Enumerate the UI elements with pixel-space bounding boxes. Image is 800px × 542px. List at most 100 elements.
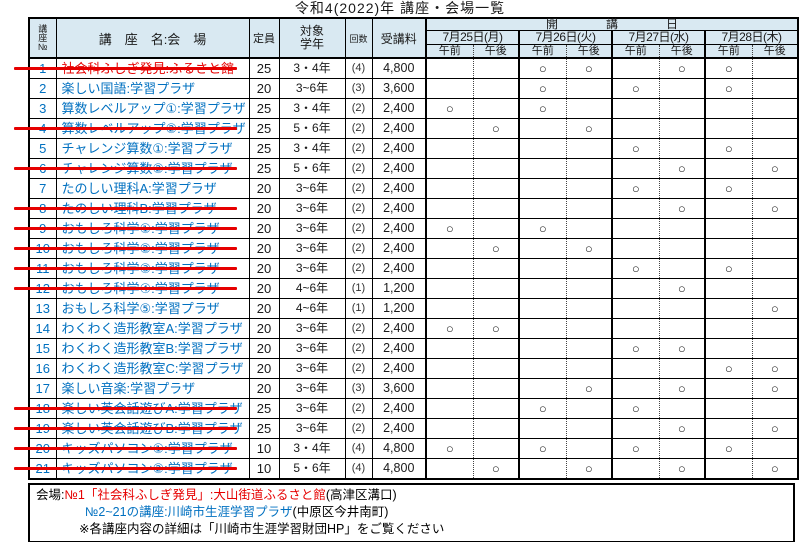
- fee: 2,400: [371, 178, 427, 199]
- strikethrough-line: [13, 226, 237, 230]
- schedule-circle: ○: [751, 198, 799, 219]
- schedule-circle: ○: [658, 338, 706, 359]
- schedule-empty-cell: [565, 138, 613, 159]
- schedule-circle: ○: [611, 338, 660, 359]
- schedule-circle: ○: [658, 57, 706, 79]
- schedule-empty-cell: [751, 178, 799, 199]
- schedule-circle: ○: [565, 458, 613, 480]
- schedule-empty-cell: [518, 278, 567, 299]
- fee: 2,400: [371, 318, 427, 339]
- schedule-empty-cell: [472, 258, 520, 279]
- schedule-empty-cell: [658, 298, 706, 319]
- sessions: (4): [344, 57, 373, 79]
- schedule-circle: ○: [611, 138, 660, 159]
- strikethrough-line: [13, 206, 237, 210]
- table-row: 14 わくわく造形教室A:学習プラザ 20 3~6年 (2) 2,400 ○ ○: [28, 318, 799, 339]
- schedule-circle: ○: [658, 378, 706, 399]
- grade: 3~6年: [278, 258, 346, 279]
- schedule-empty-cell: [704, 398, 753, 419]
- schedule-circle: ○: [611, 438, 660, 459]
- sessions: (2): [344, 158, 373, 179]
- schedule-empty-cell: [611, 278, 660, 299]
- course-name: おもしろ科学①:学習プラザ: [13, 218, 250, 239]
- course-no: 5: [28, 138, 57, 159]
- schedule-empty-cell: [472, 338, 520, 359]
- schedule-empty-cell: [425, 258, 474, 279]
- schedule-empty-cell: [565, 418, 613, 439]
- header-pm-0728: 午後: [751, 44, 799, 59]
- schedule-empty-cell: [565, 98, 613, 119]
- schedule-circle: ○: [472, 318, 520, 339]
- schedule-circle: ○: [425, 218, 474, 239]
- schedule-empty-cell: [751, 318, 799, 339]
- schedule-empty-cell: [425, 158, 474, 179]
- table-row: 13 おもしろ科学⑤:学習プラザ 20 4~6年 (1) 1,200 ○: [28, 298, 799, 319]
- schedule-empty-cell: [704, 378, 753, 399]
- course-name: キッズパソコン②:学習プラザ: [13, 458, 250, 480]
- fee: 4,800: [371, 438, 427, 459]
- schedule-empty-cell: [611, 98, 660, 119]
- course-name: おもしろ科学⑤:学習プラザ: [55, 298, 250, 319]
- table-row: 5 チャレンジ算数①:学習プラザ 25 3・4年 (2) 2,400 ○ ○: [28, 138, 799, 159]
- venue-label: 会場:: [36, 488, 65, 502]
- grade: 3・4年: [278, 57, 346, 79]
- schedule-empty-cell: [611, 57, 660, 79]
- header-pm-0727: 午後: [658, 44, 706, 59]
- schedule-circle: ○: [751, 458, 799, 480]
- schedule-circle: ○: [611, 398, 660, 419]
- course-no: 14: [28, 318, 57, 339]
- schedule-empty-cell: [704, 318, 753, 339]
- schedule-circle: ○: [751, 418, 799, 439]
- schedule-empty-cell: [518, 118, 567, 139]
- sessions: (2): [344, 318, 373, 339]
- schedule-empty-cell: [751, 438, 799, 459]
- schedule-empty-cell: [611, 218, 660, 239]
- schedule-empty-cell: [425, 178, 474, 199]
- schedule-circle: ○: [565, 57, 613, 79]
- schedule-circle: ○: [565, 238, 613, 259]
- sessions: (4): [344, 438, 373, 459]
- fee: 3,600: [371, 78, 427, 99]
- course-no: 15: [28, 338, 57, 359]
- header-grade-line1: 対象: [299, 24, 324, 38]
- course-name: おもしろ科学②:学習プラザ: [13, 238, 250, 259]
- schedule-empty-cell: [472, 218, 520, 239]
- header-pm-0726: 午後: [565, 44, 613, 59]
- schedule-empty-cell: [704, 338, 753, 359]
- schedule-circle: ○: [751, 298, 799, 319]
- grade: 3~6年: [278, 238, 346, 259]
- grade: 3~6年: [278, 198, 346, 219]
- capacity: 20: [248, 378, 280, 399]
- strikethrough-line: [13, 266, 237, 270]
- schedule-empty-cell: [472, 358, 520, 379]
- schedule-empty-cell: [658, 238, 706, 259]
- schedule-empty-cell: [565, 178, 613, 199]
- sessions: (2): [344, 338, 373, 359]
- schedule-empty-cell: [425, 57, 474, 79]
- table-row: 17 楽しい音楽:学習プラザ 20 3~6年 (3) 3,600 ○ ○ ○: [28, 378, 799, 399]
- schedule-empty-cell: [518, 378, 567, 399]
- schedule-empty-cell: [425, 458, 474, 480]
- schedule-empty-cell: [751, 398, 799, 419]
- schedule-circle: ○: [704, 138, 753, 159]
- capacity: 20: [248, 78, 280, 99]
- schedule-empty-cell: [425, 238, 474, 259]
- sessions: (2): [344, 418, 373, 439]
- schedule-circle: ○: [751, 378, 799, 399]
- schedule-empty-cell: [565, 278, 613, 299]
- schedule-empty-cell: [751, 57, 799, 79]
- header-grade-line2: 学年: [299, 37, 324, 51]
- schedule-empty-cell: [704, 278, 753, 299]
- table-row: 6チャレンジ算数②:学習プラザ255・6年(2)2,400○○: [13, 158, 799, 179]
- sessions: (2): [344, 218, 373, 239]
- fee: 2,400: [371, 218, 427, 239]
- page-title: 令和4(2022)年 講座・会場一覧: [294, 0, 506, 16]
- header-date-0725: 7月25日(月): [425, 30, 520, 45]
- schedule-empty-cell: [611, 198, 660, 219]
- course-name: 算数レベルアップ①:学習プラザ: [55, 98, 250, 119]
- capacity: 20: [248, 198, 280, 219]
- venue-line-3: ※各講座内容の詳細は「川崎市生涯学習財団HP」をご覧ください: [79, 522, 445, 536]
- schedule-empty-cell: [518, 298, 567, 319]
